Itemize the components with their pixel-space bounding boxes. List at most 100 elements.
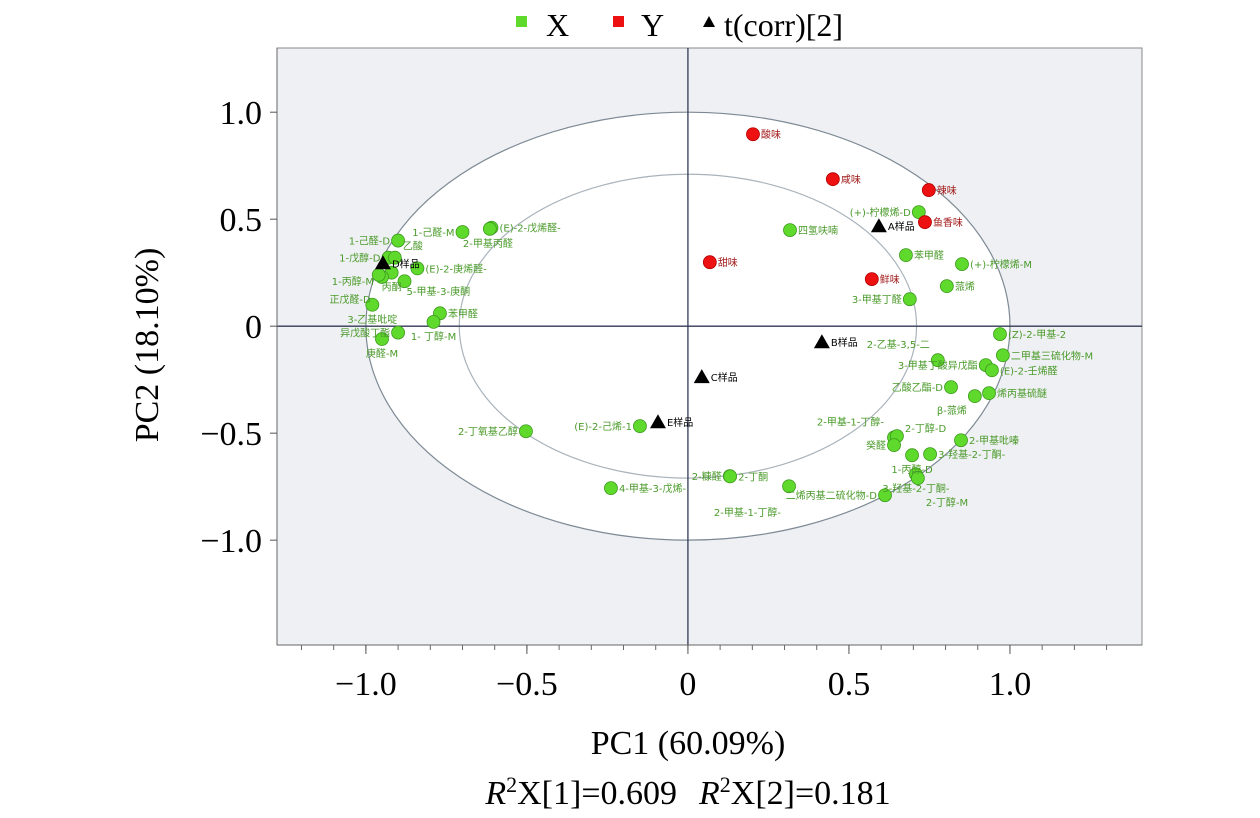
x-variable-point <box>887 438 901 453</box>
x-variable-point <box>482 221 497 236</box>
sample-label: D样品 <box>392 257 420 270</box>
x-variable-point <box>519 424 533 439</box>
x-variable-label: 2-甲基-1-丁醇- <box>817 415 885 428</box>
legend-label-x: X <box>546 7 569 43</box>
x-variable-label: 乙酸 <box>403 240 423 253</box>
x-variable-label: 2-丁醇-D <box>905 422 947 435</box>
x-variable-label: 3-羟基-2-丁酮- <box>882 482 950 495</box>
legend-marker-t <box>703 16 715 27</box>
x-variable-label: 烯丙基硫醚 <box>997 387 1047 400</box>
x-variable-label: 1- 丁醇-M <box>411 330 456 343</box>
sup-1: 2 <box>506 772 517 797</box>
series-X <box>365 205 1010 503</box>
r2-footer: R2X[1]=0.609 R2X[2]=0.181 <box>484 772 890 813</box>
legend-label-y: Y <box>641 7 664 43</box>
series-Y <box>702 127 936 286</box>
x-variable-label: 苯甲醛 <box>448 307 478 320</box>
y-axis-label: PC2 (18.10%) <box>129 248 166 443</box>
x-variable-label: 庚醛-M <box>366 347 398 360</box>
x-variable-label: 2-丁醇-M <box>926 496 968 509</box>
y-variable-label: 咸味 <box>841 174 861 186</box>
x-variable-point <box>878 488 892 503</box>
x-variable-point <box>426 314 441 329</box>
x-variable-label: 1-己醛-D <box>349 235 391 248</box>
x-variable-point <box>930 353 945 368</box>
y-tick-label: 1.0 <box>220 95 263 132</box>
y-variable-point <box>702 255 717 270</box>
r2x2-value: X[2]=0.181 <box>731 775 891 812</box>
x-variable-point <box>723 469 738 484</box>
x-variable-point <box>944 380 958 395</box>
x-variable-point <box>391 325 405 340</box>
x-variable-label: 2-甲基-1-丁醇- <box>714 506 782 519</box>
x-variable-label: 4-甲基-3-戊烯- <box>619 482 687 495</box>
x-variable-point <box>923 447 937 462</box>
r-symbol-2: R <box>698 775 720 812</box>
x-variable-point <box>911 205 926 220</box>
x-variable-label: (E)-2-壬烯醛 <box>1000 364 1058 377</box>
x-variable-label: 3-甲基丁醛 <box>852 293 902 306</box>
x-variable-point <box>899 248 913 263</box>
y-variable-point <box>746 127 760 142</box>
x-variable-point <box>371 267 386 282</box>
x-variable-label: (+)-柠檬烯-D <box>850 206 911 219</box>
x-variable-point <box>954 433 968 448</box>
x-variable-label: (E)-2-庚烯醛- <box>425 262 487 275</box>
x-variable-label: β-蒎烯 <box>937 404 967 417</box>
x-variable-label: 1-己醛-M <box>412 226 454 239</box>
y-tick-label: 0 <box>245 309 262 346</box>
x-axis-label: PC1 (60.09%) <box>591 725 786 762</box>
x-variable-label: 2-甲基丙醛 <box>463 237 513 250</box>
x-variable-point <box>391 233 405 248</box>
sample-marker <box>374 255 391 270</box>
x-variable-point <box>397 274 412 289</box>
x-tick-label: −0.5 <box>496 666 558 703</box>
x-variable-label: 蒎烯 <box>955 280 975 293</box>
x-variable-point <box>455 225 470 239</box>
r-symbol-1: R <box>484 775 506 812</box>
y-variable-label: 酸味 <box>761 128 781 141</box>
x-variable-point <box>939 279 954 294</box>
y-variable-label: 辣味 <box>937 184 957 197</box>
x-variable-label: 2-丁酮 <box>738 471 768 483</box>
legend: X Y t(corr)[2] <box>516 7 843 43</box>
x-variable-point <box>387 250 402 265</box>
x-variable-point <box>955 257 969 272</box>
x-variable-point <box>604 481 618 496</box>
sample-label: B样品 <box>831 336 858 349</box>
x-variable-point <box>365 297 380 312</box>
y-variable-label: 鲜味 <box>880 273 900 286</box>
legend-label-t: t(corr)[2] <box>724 7 843 43</box>
y-tick-label: −1.0 <box>200 523 262 560</box>
x-variable-label: 正戊醛-D <box>329 293 371 306</box>
x-variable-label: (E)-2-己烯-1 <box>574 420 632 433</box>
x-variable-label: (E)-2-戊烯醛- <box>499 222 561 235</box>
x-variable-label: 乙酸乙酯-D <box>892 381 944 394</box>
x-variable-label: 5-甲基-3-庚酮 <box>407 285 471 298</box>
x-variable-label: 四氢呋喃 <box>798 224 838 237</box>
legend-marker-y <box>613 16 624 27</box>
legend-marker-x <box>516 16 527 27</box>
y-tick-label: −0.5 <box>200 416 262 453</box>
x-variable-point <box>375 332 389 346</box>
sample-label: C样品 <box>711 371 738 384</box>
x-variable-point <box>782 479 796 494</box>
y-variable-label: 甜味 <box>718 256 738 269</box>
y-variable-label: 鱼香味 <box>933 216 963 229</box>
x-variable-point <box>910 471 925 485</box>
x-tick-label: 0.5 <box>828 666 871 703</box>
sample-marker <box>813 334 830 349</box>
x-variable-label: 苯甲醛 <box>914 249 944 262</box>
x-tick-label: −1.0 <box>335 666 397 703</box>
x-variable-label: 1-丙醇-D <box>891 463 933 476</box>
x-variable-label: 1-戊醇-D <box>339 252 381 265</box>
x-variable-label: 二烯丙基二硫化物-D <box>786 489 878 502</box>
x-variable-label: 3-羟基-2-丁酮- <box>938 448 1006 461</box>
sup-2: 2 <box>720 772 731 797</box>
x-variable-point <box>993 327 1007 341</box>
x-variable-label: 2-糠醛 <box>692 470 722 483</box>
x-variable-point <box>967 389 982 404</box>
y-variable-point <box>825 172 840 187</box>
x-tick-label: 0 <box>679 666 696 703</box>
